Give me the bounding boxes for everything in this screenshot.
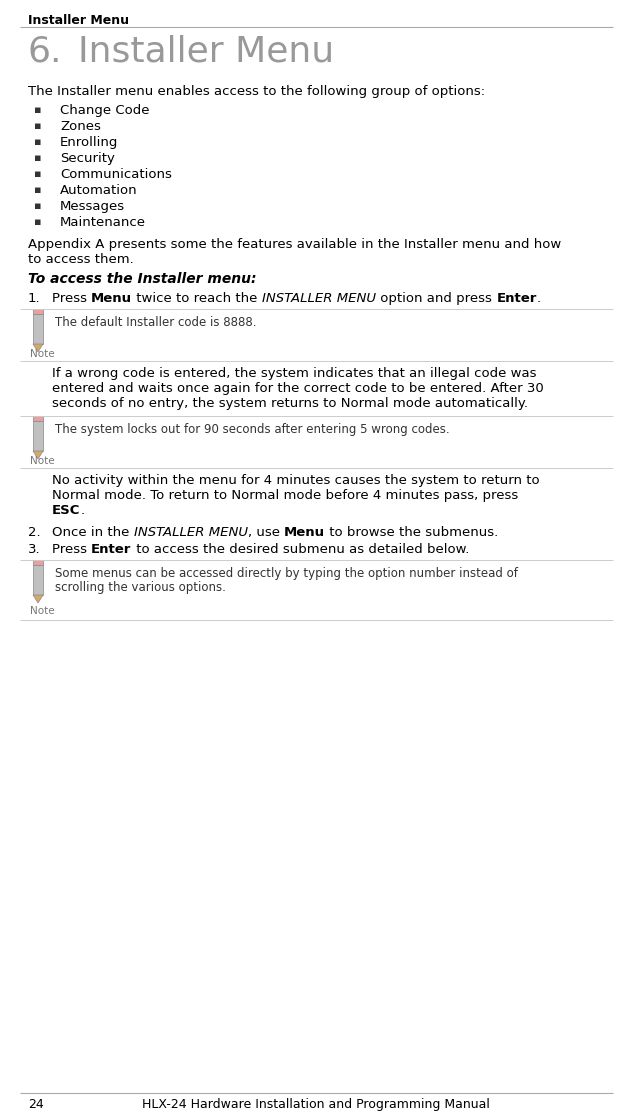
Text: option and press: option and press [376, 292, 496, 305]
Text: twice to reach the: twice to reach the [132, 292, 262, 305]
Text: Note: Note [30, 456, 54, 466]
Polygon shape [33, 314, 43, 344]
Text: Maintenance: Maintenance [60, 217, 146, 229]
Text: The default Installer code is 8888.: The default Installer code is 8888. [55, 316, 256, 329]
Text: .: . [80, 504, 84, 517]
Polygon shape [33, 421, 43, 451]
Text: Change Code: Change Code [60, 104, 149, 117]
Text: ▪: ▪ [34, 153, 42, 163]
Polygon shape [33, 560, 43, 565]
Text: 2.: 2. [28, 526, 41, 539]
Text: Enter: Enter [496, 292, 537, 305]
Polygon shape [33, 416, 43, 421]
Text: scrolling the various options.: scrolling the various options. [55, 581, 226, 594]
Text: 3.: 3. [28, 543, 41, 556]
Text: seconds of no entry, the system returns to Normal mode automatically.: seconds of no entry, the system returns … [52, 397, 528, 410]
Text: ▪: ▪ [34, 121, 42, 131]
Text: Some menus can be accessed directly by typing the option number instead of: Some menus can be accessed directly by t… [55, 567, 518, 580]
Text: To access the Installer menu:: To access the Installer menu: [28, 272, 256, 286]
Text: ▪: ▪ [34, 105, 42, 115]
Text: to browse the submenus.: to browse the submenus. [325, 526, 498, 539]
Polygon shape [33, 565, 43, 595]
Text: ▪: ▪ [34, 201, 42, 211]
Text: Automation: Automation [60, 184, 137, 198]
Text: ESC: ESC [52, 504, 80, 517]
Text: Menu: Menu [284, 526, 325, 539]
Text: ▪: ▪ [34, 169, 42, 179]
Text: Note: Note [30, 349, 54, 359]
Text: to access them.: to access them. [28, 253, 134, 266]
Text: Enter: Enter [91, 543, 132, 556]
Text: 24: 24 [28, 1098, 44, 1112]
Text: Installer Menu: Installer Menu [77, 35, 334, 69]
Polygon shape [33, 595, 43, 603]
Text: Once in the: Once in the [52, 526, 134, 539]
Text: Note: Note [30, 606, 54, 616]
Text: Enrolling: Enrolling [60, 136, 118, 150]
Text: , use: , use [248, 526, 284, 539]
Text: INSTALLER MENU: INSTALLER MENU [262, 292, 376, 305]
Text: Menu: Menu [91, 292, 132, 305]
Text: Communications: Communications [60, 169, 172, 181]
Text: 6.: 6. [28, 35, 63, 69]
Text: Appendix A presents some the features available in the Installer menu and how: Appendix A presents some the features av… [28, 238, 561, 251]
Text: HLX-24 Hardware Installation and Programming Manual: HLX-24 Hardware Installation and Program… [142, 1098, 490, 1112]
Text: entered and waits once again for the correct code to be entered. After 30: entered and waits once again for the cor… [52, 382, 544, 395]
Text: Messages: Messages [60, 200, 125, 213]
Text: ▪: ▪ [34, 137, 42, 147]
Text: If a wrong code is entered, the system indicates that an illegal code was: If a wrong code is entered, the system i… [52, 367, 537, 381]
Polygon shape [33, 451, 43, 459]
Text: Press: Press [52, 292, 91, 305]
Text: Normal mode. To return to Normal mode before 4 minutes pass, press: Normal mode. To return to Normal mode be… [52, 489, 518, 502]
Text: ▪: ▪ [34, 185, 42, 195]
Text: INSTALLER MENU: INSTALLER MENU [134, 526, 248, 539]
Text: The system locks out for 90 seconds after entering 5 wrong codes.: The system locks out for 90 seconds afte… [55, 423, 449, 436]
Text: No activity within the menu for 4 minutes causes the system to return to: No activity within the menu for 4 minute… [52, 474, 539, 487]
Text: to access the desired submenu as detailed below.: to access the desired submenu as detaile… [132, 543, 469, 556]
Text: Security: Security [60, 152, 115, 165]
Text: 1.: 1. [28, 292, 41, 305]
Text: Installer Menu: Installer Menu [28, 15, 129, 27]
Text: ▪: ▪ [34, 217, 42, 227]
Polygon shape [33, 344, 43, 352]
Text: Press: Press [52, 543, 91, 556]
Text: Zones: Zones [60, 121, 101, 133]
Text: The Installer menu enables access to the following group of options:: The Installer menu enables access to the… [28, 85, 485, 98]
Polygon shape [33, 309, 43, 314]
Text: .: . [537, 292, 541, 305]
